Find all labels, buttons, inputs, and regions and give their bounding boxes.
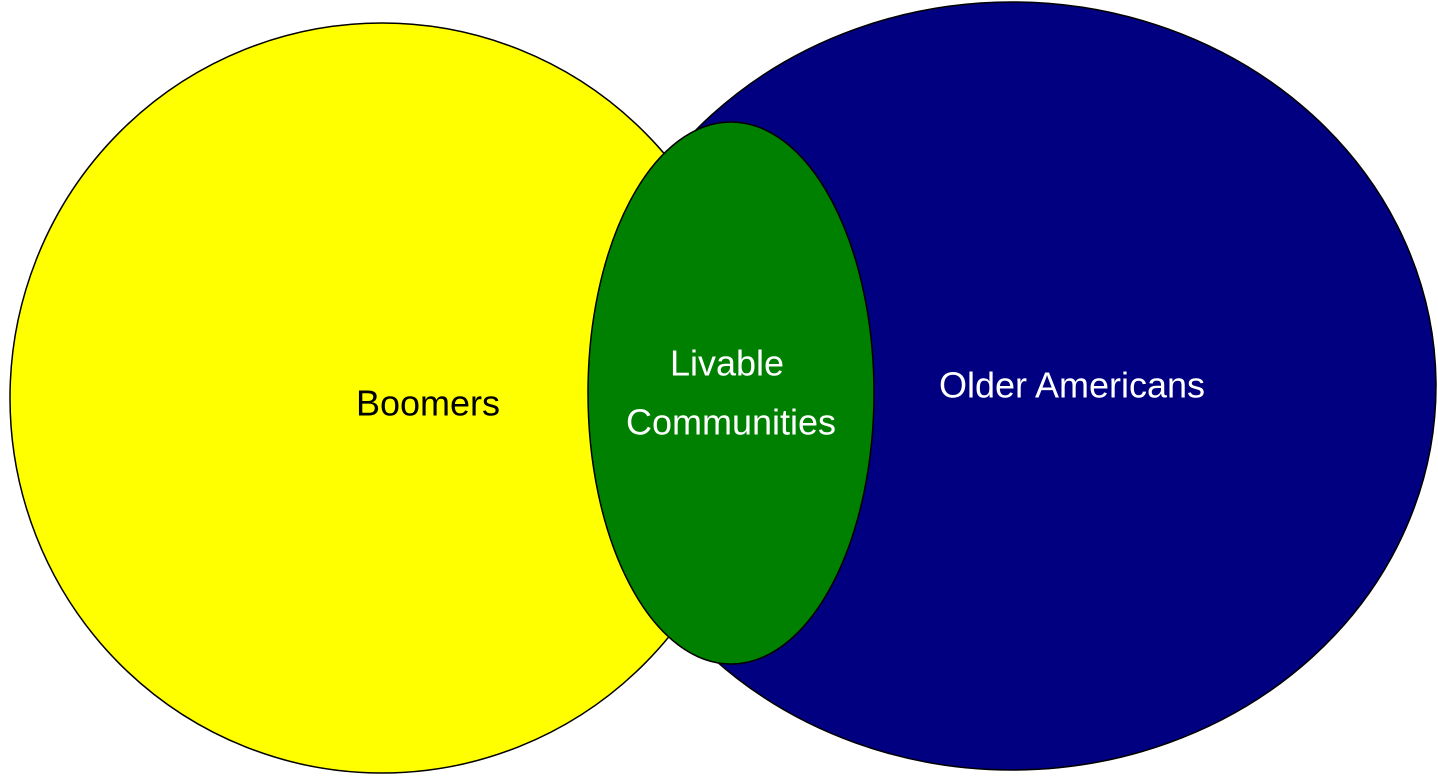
intersection-label-line: Communities <box>626 402 836 443</box>
intersection-label-line: Livable <box>670 343 784 384</box>
older-americans-label: Older Americans <box>939 365 1205 406</box>
boomers-label: Boomers <box>356 383 500 424</box>
intersection-ellipse <box>587 121 875 665</box>
